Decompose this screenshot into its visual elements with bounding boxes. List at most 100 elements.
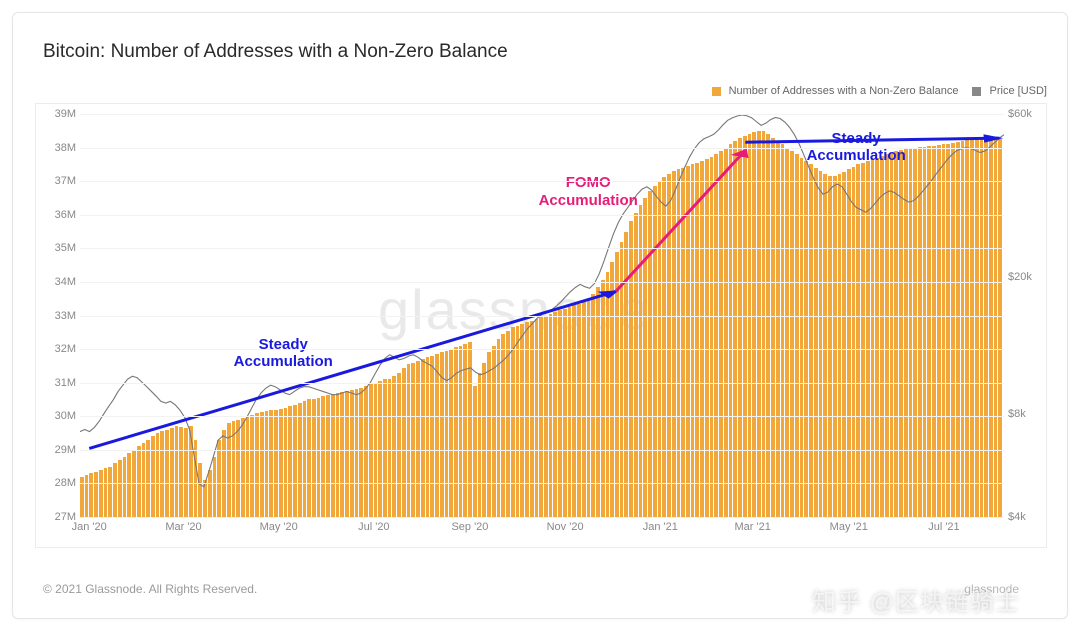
address-bar [402, 368, 406, 517]
copyright-text: © 2021 Glassnode. All Rights Reserved. [43, 582, 257, 596]
address-bar [667, 174, 671, 517]
address-bar [648, 191, 652, 517]
gridline [80, 316, 1004, 317]
address-bar [724, 148, 728, 517]
address-bar [274, 410, 278, 517]
address-bar [729, 144, 733, 517]
address-bar [445, 351, 449, 517]
address-bar [303, 401, 307, 517]
x-tick: Sep '20 [451, 521, 488, 533]
address-bar [473, 386, 477, 517]
address-bar [108, 467, 112, 517]
address-bar [790, 151, 794, 517]
address-bar [227, 423, 231, 517]
address-bar [222, 430, 226, 517]
address-bar [179, 427, 183, 517]
address-bar [430, 356, 434, 517]
address-bar [137, 446, 141, 517]
address-bar [340, 392, 344, 517]
y-right-tick: $20k [1004, 271, 1044, 283]
address-bar [771, 138, 775, 517]
address-bar [577, 304, 581, 517]
address-bar [809, 164, 813, 517]
y-left-tick: 39M [38, 108, 80, 120]
address-bar [118, 460, 122, 517]
address-bar [752, 132, 756, 517]
address-bar [113, 463, 117, 517]
address-bar [695, 163, 699, 517]
address-bar [998, 139, 1002, 517]
address-bar [965, 140, 969, 517]
address-bar [194, 440, 198, 517]
address-bar [819, 171, 823, 517]
address-bar [904, 149, 908, 517]
address-bar [629, 221, 633, 517]
address-bar [762, 131, 766, 517]
address-bar [94, 472, 98, 517]
y-axis-right: $4k$8k$20k$60k [1004, 114, 1044, 517]
y-left-tick: 37M [38, 175, 80, 187]
address-bar [459, 346, 463, 517]
x-axis: Jan '20Mar '20May '20Jul '20Sep '20Nov '… [80, 519, 1004, 541]
address-bar [705, 159, 709, 517]
x-tick: May '21 [830, 521, 868, 533]
y-right-tick: $60k [1004, 108, 1044, 120]
address-bar [615, 252, 619, 517]
address-bar [624, 232, 628, 517]
gridline [80, 383, 1004, 384]
address-bar [298, 403, 302, 517]
address-bar [606, 272, 610, 517]
address-bar [260, 412, 264, 517]
address-bar [980, 139, 984, 517]
address-bar [454, 347, 458, 517]
y-right-tick: $4k [1004, 511, 1044, 523]
address-bar [691, 164, 695, 517]
address-bar [781, 144, 785, 517]
address-bar [823, 174, 827, 517]
address-bar [326, 395, 330, 517]
address-bar [501, 334, 505, 517]
address-bar [265, 411, 269, 517]
address-bar [861, 163, 865, 517]
address-bar [828, 176, 832, 517]
address-bar [923, 147, 927, 517]
address-bar [814, 168, 818, 517]
address-bar [85, 475, 89, 517]
y-left-tick: 36M [38, 209, 80, 221]
address-bar [127, 453, 131, 517]
address-bar [885, 154, 889, 517]
address-bar [961, 141, 965, 517]
address-bar [520, 324, 524, 517]
address-bar [236, 420, 240, 517]
chart-area: 27M28M29M30M31M32M33M34M35M36M37M38M39M … [35, 103, 1047, 548]
address-bar [321, 396, 325, 517]
address-bar [733, 141, 737, 517]
address-bar [198, 463, 202, 517]
address-bar [435, 354, 439, 517]
y-left-tick: 38M [38, 142, 80, 154]
legend-item-addresses: Number of Addresses with a Non-Zero Bala… [712, 85, 959, 97]
y-left-tick: 35M [38, 242, 80, 254]
legend-item-price: Price [USD] [972, 85, 1047, 97]
address-bar [738, 138, 742, 517]
address-bar [856, 164, 860, 517]
address-bar [852, 167, 856, 517]
address-bar [359, 388, 363, 517]
x-tick: May '20 [260, 521, 298, 533]
address-bar [468, 342, 472, 517]
legend: Number of Addresses with a Non-Zero Bala… [712, 85, 1047, 97]
address-bar [449, 349, 453, 517]
address-bar [241, 418, 245, 517]
legend-label-price: Price [USD] [990, 85, 1047, 97]
address-bar [165, 430, 169, 517]
address-bar [255, 413, 259, 517]
y-left-tick: 28M [38, 477, 80, 489]
gridline [80, 248, 1004, 249]
x-tick: Nov '20 [547, 521, 584, 533]
address-bar [189, 426, 193, 517]
address-bar [232, 421, 236, 517]
address-bar [681, 168, 685, 517]
address-bar [913, 148, 917, 517]
address-bar [686, 166, 690, 517]
address-bar [909, 148, 913, 517]
